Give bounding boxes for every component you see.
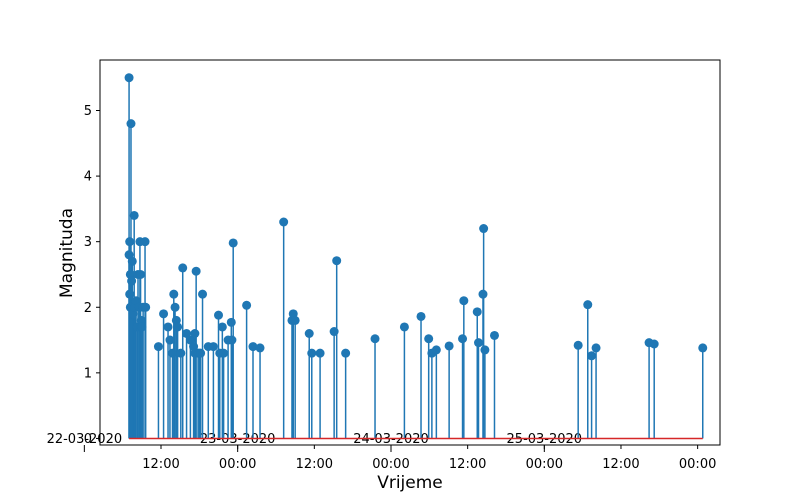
stem-marker bbox=[307, 348, 317, 358]
stem-marker bbox=[173, 322, 183, 332]
stem-marker bbox=[208, 342, 218, 352]
x-minor-tick-label: 12:00 bbox=[142, 457, 179, 472]
stem-marker bbox=[163, 322, 173, 332]
stem-marker bbox=[178, 263, 188, 273]
stem-marker bbox=[424, 334, 434, 344]
stem-marker bbox=[159, 309, 169, 319]
stem-marker bbox=[304, 329, 314, 339]
y-tick-label: 3 bbox=[84, 235, 92, 250]
stem-marker bbox=[399, 322, 409, 332]
stem-marker bbox=[290, 315, 300, 325]
stem-markers bbox=[124, 73, 708, 361]
stem-marker bbox=[165, 335, 175, 345]
stem-marker bbox=[649, 339, 659, 349]
y-tick-label: 2 bbox=[84, 301, 92, 316]
stem-marker bbox=[127, 256, 137, 266]
stem-marker bbox=[170, 302, 180, 312]
stem-marker bbox=[227, 335, 237, 345]
stem-marker bbox=[125, 289, 135, 299]
stem-marker bbox=[196, 348, 206, 358]
stem-marker bbox=[279, 217, 289, 227]
stem-marker bbox=[169, 289, 179, 299]
stem-marker bbox=[255, 343, 265, 353]
stem-marker bbox=[129, 210, 139, 220]
stem-marker bbox=[137, 322, 147, 332]
x-minor-tick-label: 00:00 bbox=[526, 457, 563, 472]
stem-marker bbox=[190, 329, 200, 339]
stem-marker bbox=[217, 322, 227, 332]
stem-marker bbox=[214, 310, 224, 320]
y-tick-label: 5 bbox=[84, 104, 92, 119]
stem-marker bbox=[242, 300, 252, 310]
x-major-tick-label: 25-03-2020 bbox=[507, 432, 583, 447]
x-axis-ticks: 12:00 00:00 12:00 00:00 12:00 00:00 12:00 00:00… bbox=[47, 432, 717, 472]
stem-marker bbox=[126, 119, 136, 129]
stem-marker bbox=[136, 269, 146, 279]
stem-marker bbox=[182, 329, 192, 339]
stem-marker bbox=[248, 342, 258, 352]
stem-marker bbox=[315, 348, 325, 358]
stem-marker bbox=[136, 315, 146, 325]
stem-marker bbox=[587, 351, 597, 361]
stem-marker bbox=[698, 343, 708, 353]
stem-marker bbox=[444, 341, 454, 351]
stem-marker bbox=[198, 289, 208, 299]
stem-marker bbox=[125, 237, 135, 247]
stem-marker bbox=[191, 266, 201, 276]
stem-marker bbox=[140, 237, 150, 247]
stem-marker bbox=[583, 300, 593, 310]
stem-marker bbox=[431, 345, 441, 355]
stem-marker bbox=[226, 317, 236, 327]
stem-marker bbox=[458, 334, 468, 344]
stem-marker bbox=[479, 224, 489, 234]
stem-marker bbox=[341, 348, 351, 358]
x-major-tick-label: 24-03-2020 bbox=[353, 432, 429, 447]
y-axis-ticks: 0 1 2 3 4 5 bbox=[84, 104, 100, 447]
stem-marker bbox=[127, 276, 137, 286]
stem-marker bbox=[459, 296, 469, 306]
x-major-tick-label: 22-03-2020 bbox=[47, 432, 123, 447]
stem-marker bbox=[228, 238, 238, 248]
stem-marker bbox=[329, 327, 339, 337]
x-minor-tick-label: 12:00 bbox=[602, 457, 639, 472]
stem-marker bbox=[416, 311, 426, 321]
x-minor-tick-label: 12:00 bbox=[296, 457, 333, 472]
stem-marker bbox=[474, 338, 484, 348]
stem-marker bbox=[332, 256, 342, 266]
stem-marker bbox=[472, 307, 482, 317]
stem-marker bbox=[168, 348, 178, 358]
y-tick-label: 1 bbox=[84, 366, 92, 381]
stem-marker bbox=[124, 73, 134, 83]
plot-area bbox=[100, 60, 720, 445]
y-tick-label: 0 bbox=[84, 432, 92, 447]
stem-marker bbox=[219, 348, 229, 358]
stem-marker bbox=[478, 289, 488, 299]
y-axis-title: Magnituda bbox=[57, 208, 77, 298]
x-minor-tick-label: 00:00 bbox=[219, 457, 256, 472]
stem-marker bbox=[176, 348, 186, 358]
stem-marker bbox=[370, 334, 380, 344]
x-minor-tick-label: 12:00 bbox=[449, 457, 486, 472]
stem-marker bbox=[480, 345, 490, 355]
stem-marker bbox=[153, 342, 163, 352]
x-minor-tick-label: 00:00 bbox=[372, 457, 409, 472]
plot-frame bbox=[99, 59, 721, 446]
x-axis-title: Vrijeme bbox=[377, 473, 443, 493]
x-minor-tick-label: 00:00 bbox=[679, 457, 716, 472]
stem-marker bbox=[141, 302, 151, 312]
stem-marker bbox=[591, 343, 601, 353]
stem-marker bbox=[489, 330, 499, 340]
stem-marker bbox=[573, 340, 583, 350]
y-tick-label: 4 bbox=[84, 170, 92, 185]
